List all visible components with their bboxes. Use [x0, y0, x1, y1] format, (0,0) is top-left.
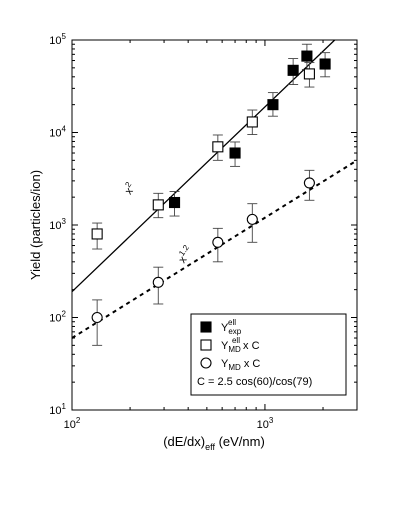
fit-annotation: x1.2	[174, 243, 196, 266]
error-bars	[92, 43, 331, 346]
fit-lines	[71, 39, 358, 339]
legend-entry-label: YMDell x C	[221, 336, 260, 354]
y-axis-label: Yield (particles/ion)	[28, 170, 43, 280]
fit-annotation: x2	[120, 180, 138, 197]
open-square-marker	[200, 339, 212, 351]
x-tick-label: 102	[64, 416, 81, 431]
legend-formula: C = 2.5 cos(60)/cos(79)	[197, 376, 312, 388]
open-square-marker	[212, 141, 224, 153]
x-tick-label: 103	[257, 416, 274, 431]
open-square-marker	[246, 116, 258, 128]
y-tick-label: 101	[49, 402, 66, 417]
fit-line-dotted	[71, 159, 358, 339]
filled-square-marker	[168, 196, 181, 209]
x-axis-label: (dE/dx)eff (eV/nm)	[163, 434, 265, 452]
data-markers	[91, 50, 331, 324]
fit-line-solid	[71, 39, 336, 293]
open-square-marker	[152, 199, 164, 211]
x-axis-label-main: (dE/dx)	[163, 434, 205, 449]
open-circle-marker	[200, 357, 212, 369]
axis-ticks	[71, 39, 358, 411]
x-axis-label-sub: eff	[205, 442, 215, 452]
filled-square-marker	[287, 64, 299, 76]
fit-annotations: x2 x1.2	[120, 180, 196, 266]
y-tick-label: 103	[49, 217, 66, 232]
open-circle-marker	[303, 177, 315, 189]
filled-square-marker	[301, 50, 313, 62]
filled-square-marker	[229, 147, 241, 159]
y-tick-label: 105	[49, 32, 66, 47]
filled-square-marker	[267, 99, 279, 111]
open-circle-marker	[246, 213, 258, 225]
open-square-marker	[303, 68, 315, 80]
y-tick-label: 104	[49, 125, 66, 140]
open-square-marker	[91, 228, 103, 240]
legend-entry-label: YMD x C	[221, 358, 260, 372]
x-axis-label-unit: (eV/nm)	[215, 434, 265, 449]
open-circle-marker	[91, 311, 103, 324]
filled-square-marker	[200, 321, 212, 333]
open-circle-marker	[152, 276, 164, 288]
legend-box	[190, 313, 347, 396]
legend-entry-label: Yexpell	[221, 318, 242, 336]
filled-square-marker	[319, 58, 331, 70]
y-tick-label: 102	[49, 310, 66, 325]
open-circle-marker	[212, 236, 224, 248]
